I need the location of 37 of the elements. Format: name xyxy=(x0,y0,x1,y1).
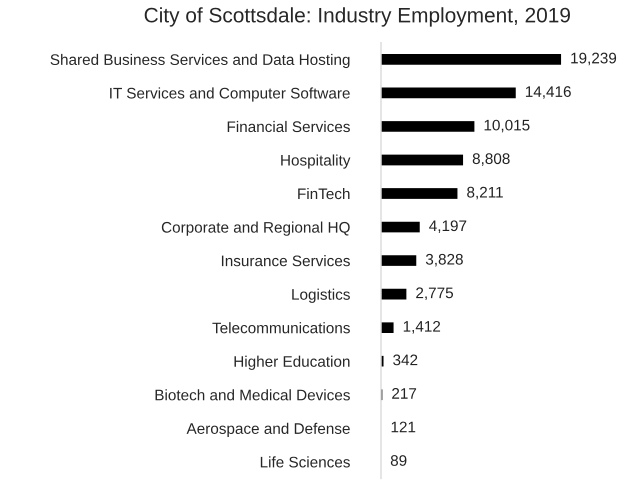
data-label: 89 xyxy=(390,455,406,466)
bar xyxy=(381,120,476,134)
data-label: 217 xyxy=(392,388,416,399)
y-tick-label: Corporate and Regional HQ xyxy=(162,222,350,236)
bar xyxy=(381,186,459,200)
y-tick-label: Biotech and Medical Devices xyxy=(156,389,350,400)
bar xyxy=(381,52,562,66)
y-tick-label: Financial Services xyxy=(228,120,350,132)
y-tick-label: FinTech xyxy=(298,188,350,200)
chart-title: City of Scottsdale: Industry Employment, 2019 xyxy=(144,7,570,27)
bar xyxy=(381,86,518,100)
y-tick-label: Shared Business Services and Data Hosting xyxy=(50,54,350,68)
bar xyxy=(381,220,422,234)
bar xyxy=(381,320,395,334)
data-label: 1,412 xyxy=(404,320,440,334)
y-tick-label: Aerospace and Defense xyxy=(186,422,350,437)
data-label: 3,828 xyxy=(426,254,463,266)
data-label: 342 xyxy=(393,354,418,366)
data-label: 2,775 xyxy=(416,287,453,300)
y-tick-label: Higher Education xyxy=(234,356,350,370)
y-tick-label: Logistics xyxy=(292,288,350,303)
data-label: 14,416 xyxy=(526,86,571,99)
data-label: 10,015 xyxy=(484,120,530,132)
y-tick-label: Telecommunications xyxy=(212,322,350,334)
data-label: 4,197 xyxy=(429,220,466,233)
bar xyxy=(381,287,408,301)
data-label: 8,211 xyxy=(467,186,503,200)
y-tick-label: Insurance Services xyxy=(222,255,350,266)
data-label: 8,808 xyxy=(472,153,510,166)
y-tick-label: IT Services and Computer Software xyxy=(110,87,350,102)
bar xyxy=(381,153,464,167)
data-label: 121 xyxy=(392,422,416,432)
data-label: 19,239 xyxy=(571,52,616,66)
bar xyxy=(381,354,385,368)
y-tick-label: Life Sciences xyxy=(260,456,350,468)
y-tick-label: Hospitality xyxy=(281,154,350,169)
bar xyxy=(381,254,418,268)
